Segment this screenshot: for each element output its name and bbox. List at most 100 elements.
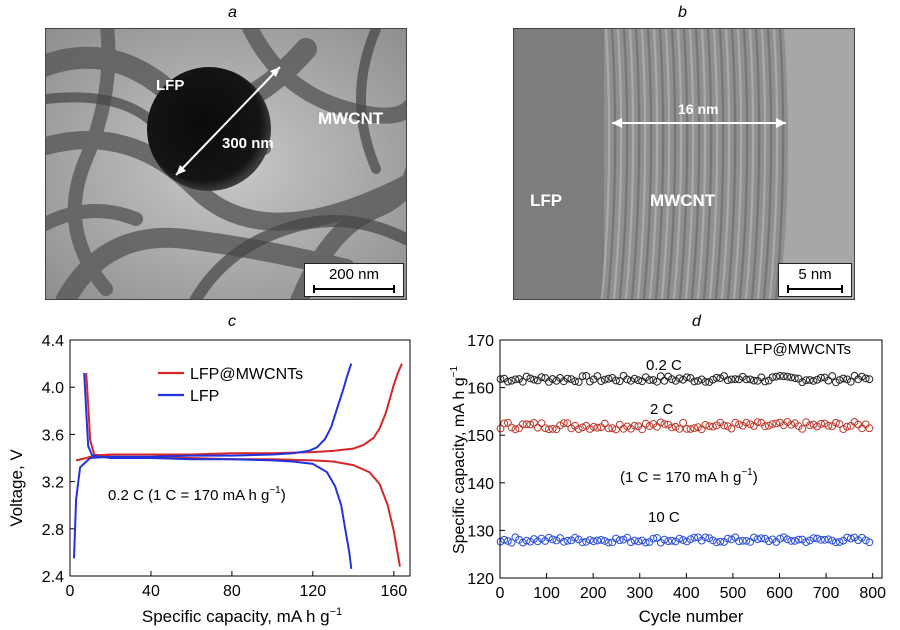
data-point-2-c — [690, 424, 699, 432]
lattice-fringe — [648, 29, 659, 299]
lattice-fringe — [732, 29, 743, 299]
data-point-2-c — [787, 420, 796, 429]
data-point-10-c — [641, 538, 650, 547]
data-point-2-c — [679, 418, 688, 427]
chart-c-xlabel: Specific capacity, mA h g−1 — [142, 606, 342, 626]
data-point-2-c — [839, 425, 848, 433]
data-point-10-c — [634, 537, 643, 546]
data-point-2-c — [600, 419, 609, 428]
data-point-2-c — [727, 424, 736, 433]
data-point-0-2-c — [761, 377, 770, 386]
data-point-0-2-c — [712, 373, 721, 382]
lattice-fringes — [600, 29, 785, 299]
data-point-10-c — [820, 535, 829, 544]
chart-d-ytick-label: 140 — [467, 476, 494, 493]
data-point-10-c — [664, 537, 673, 546]
data-point-0-2-c — [578, 372, 587, 380]
data-point-2-c — [761, 422, 770, 431]
data-point-10-c — [846, 534, 855, 543]
data-point-10-c — [843, 533, 852, 542]
data-point-10-c — [735, 537, 743, 546]
data-point-10-c — [723, 534, 732, 543]
data-point-2-c — [504, 418, 512, 427]
lattice-fringe — [672, 29, 683, 299]
chart-d-ylabel: Specific capacity, mA h g−1 — [449, 366, 468, 555]
data-point-2-c — [530, 419, 538, 427]
panel-label-c: c — [228, 313, 236, 330]
data-point-0-2-c — [649, 376, 658, 384]
chart-c-ytick-label: 4.0 — [42, 380, 64, 397]
data-point-10-c — [649, 534, 658, 543]
tem-image-b: LFP MWCNT 16 nm 5 nm — [513, 28, 855, 300]
series-line-lfp-discharge — [83, 372, 353, 570]
data-point-2-c — [522, 420, 531, 429]
data-point-0-2-c — [716, 374, 725, 382]
data-point-0-2-c — [798, 378, 807, 387]
data-point-2-c — [742, 418, 751, 427]
lattice-fringe — [606, 29, 617, 299]
data-point-10-c — [865, 538, 874, 547]
lattice-fringe — [738, 29, 749, 299]
series-line-lfp-charge — [73, 363, 353, 559]
data-point-10-c — [817, 535, 825, 544]
data-point-10-c — [764, 537, 773, 546]
data-point-0-2-c — [615, 377, 624, 386]
data-point-10-c — [582, 537, 591, 546]
data-point-0-2-c — [600, 375, 609, 384]
data-point-2-c — [832, 418, 840, 427]
data-point-10-c — [612, 534, 620, 543]
data-point-10-c — [861, 536, 870, 545]
data-point-2-c — [589, 422, 598, 431]
data-point-10-c — [563, 536, 572, 545]
data-point-0-2-c — [783, 372, 792, 381]
data-point-2-c — [656, 418, 665, 427]
data-point-10-c — [675, 534, 684, 543]
data-point-2-c — [615, 420, 624, 429]
lattice-fringe — [612, 29, 623, 299]
label-300nm: 300 nm — [222, 135, 274, 152]
data-point-10-c — [813, 534, 822, 543]
data-point-10-c — [716, 537, 725, 546]
chart-d-ytick-label: 130 — [467, 523, 494, 540]
data-point-10-c — [776, 534, 784, 543]
data-point-10-c — [500, 535, 509, 544]
series-label-10c: 10 C — [648, 509, 680, 526]
data-point-10-c — [627, 538, 635, 547]
chart-c-xtick-label: 80 — [223, 583, 241, 600]
data-point-2-c — [682, 425, 691, 433]
tem-image-b-drawing — [514, 29, 854, 299]
data-point-10-c — [709, 536, 717, 545]
data-point-2-c — [511, 425, 520, 434]
data-point-2-c — [545, 425, 553, 434]
chart-voltage-profile: 0 40 80 120 160 2.4 2.8 3.2 3.6 4.0 4.4 Voltage, V… — [7, 333, 411, 626]
data-point-0-2-c — [787, 373, 796, 382]
data-point-0-2-c — [835, 376, 844, 384]
data-point-0-2-c — [824, 376, 833, 385]
lattice-fringe — [666, 29, 677, 299]
lattice-fringe — [702, 29, 713, 299]
data-point-2-c — [865, 424, 874, 433]
data-point-0-2-c — [861, 374, 870, 383]
scale-bar-b-text: 5 nm — [798, 266, 832, 283]
data-point-10-c — [668, 536, 676, 545]
data-point-0-2-c — [671, 376, 680, 385]
data-point-0-2-c — [690, 377, 699, 386]
data-point-0-2-c — [571, 377, 579, 386]
lattice-fringe — [744, 29, 755, 299]
legend-label-lfp: LFP — [190, 388, 219, 405]
data-point-2-c — [548, 425, 557, 433]
chart-c-ylabel: Voltage, V — [7, 449, 26, 527]
data-point-0-2-c — [597, 377, 606, 385]
data-point-2-c — [574, 425, 583, 433]
data-point-0-2-c — [750, 376, 758, 385]
data-point-10-c — [690, 533, 699, 542]
lattice-fringe — [636, 29, 647, 299]
data-point-0-2-c — [604, 374, 613, 383]
data-point-2-c — [753, 418, 762, 426]
data-point-10-c — [791, 537, 799, 545]
chart-d-ytick-label: 120 — [467, 571, 494, 588]
data-point-10-c — [548, 535, 557, 544]
data-point-10-c — [586, 536, 594, 544]
data-point-0-2-c — [567, 375, 576, 383]
chart-d-note: (1 C = 170 mA h g−1) — [620, 467, 758, 486]
